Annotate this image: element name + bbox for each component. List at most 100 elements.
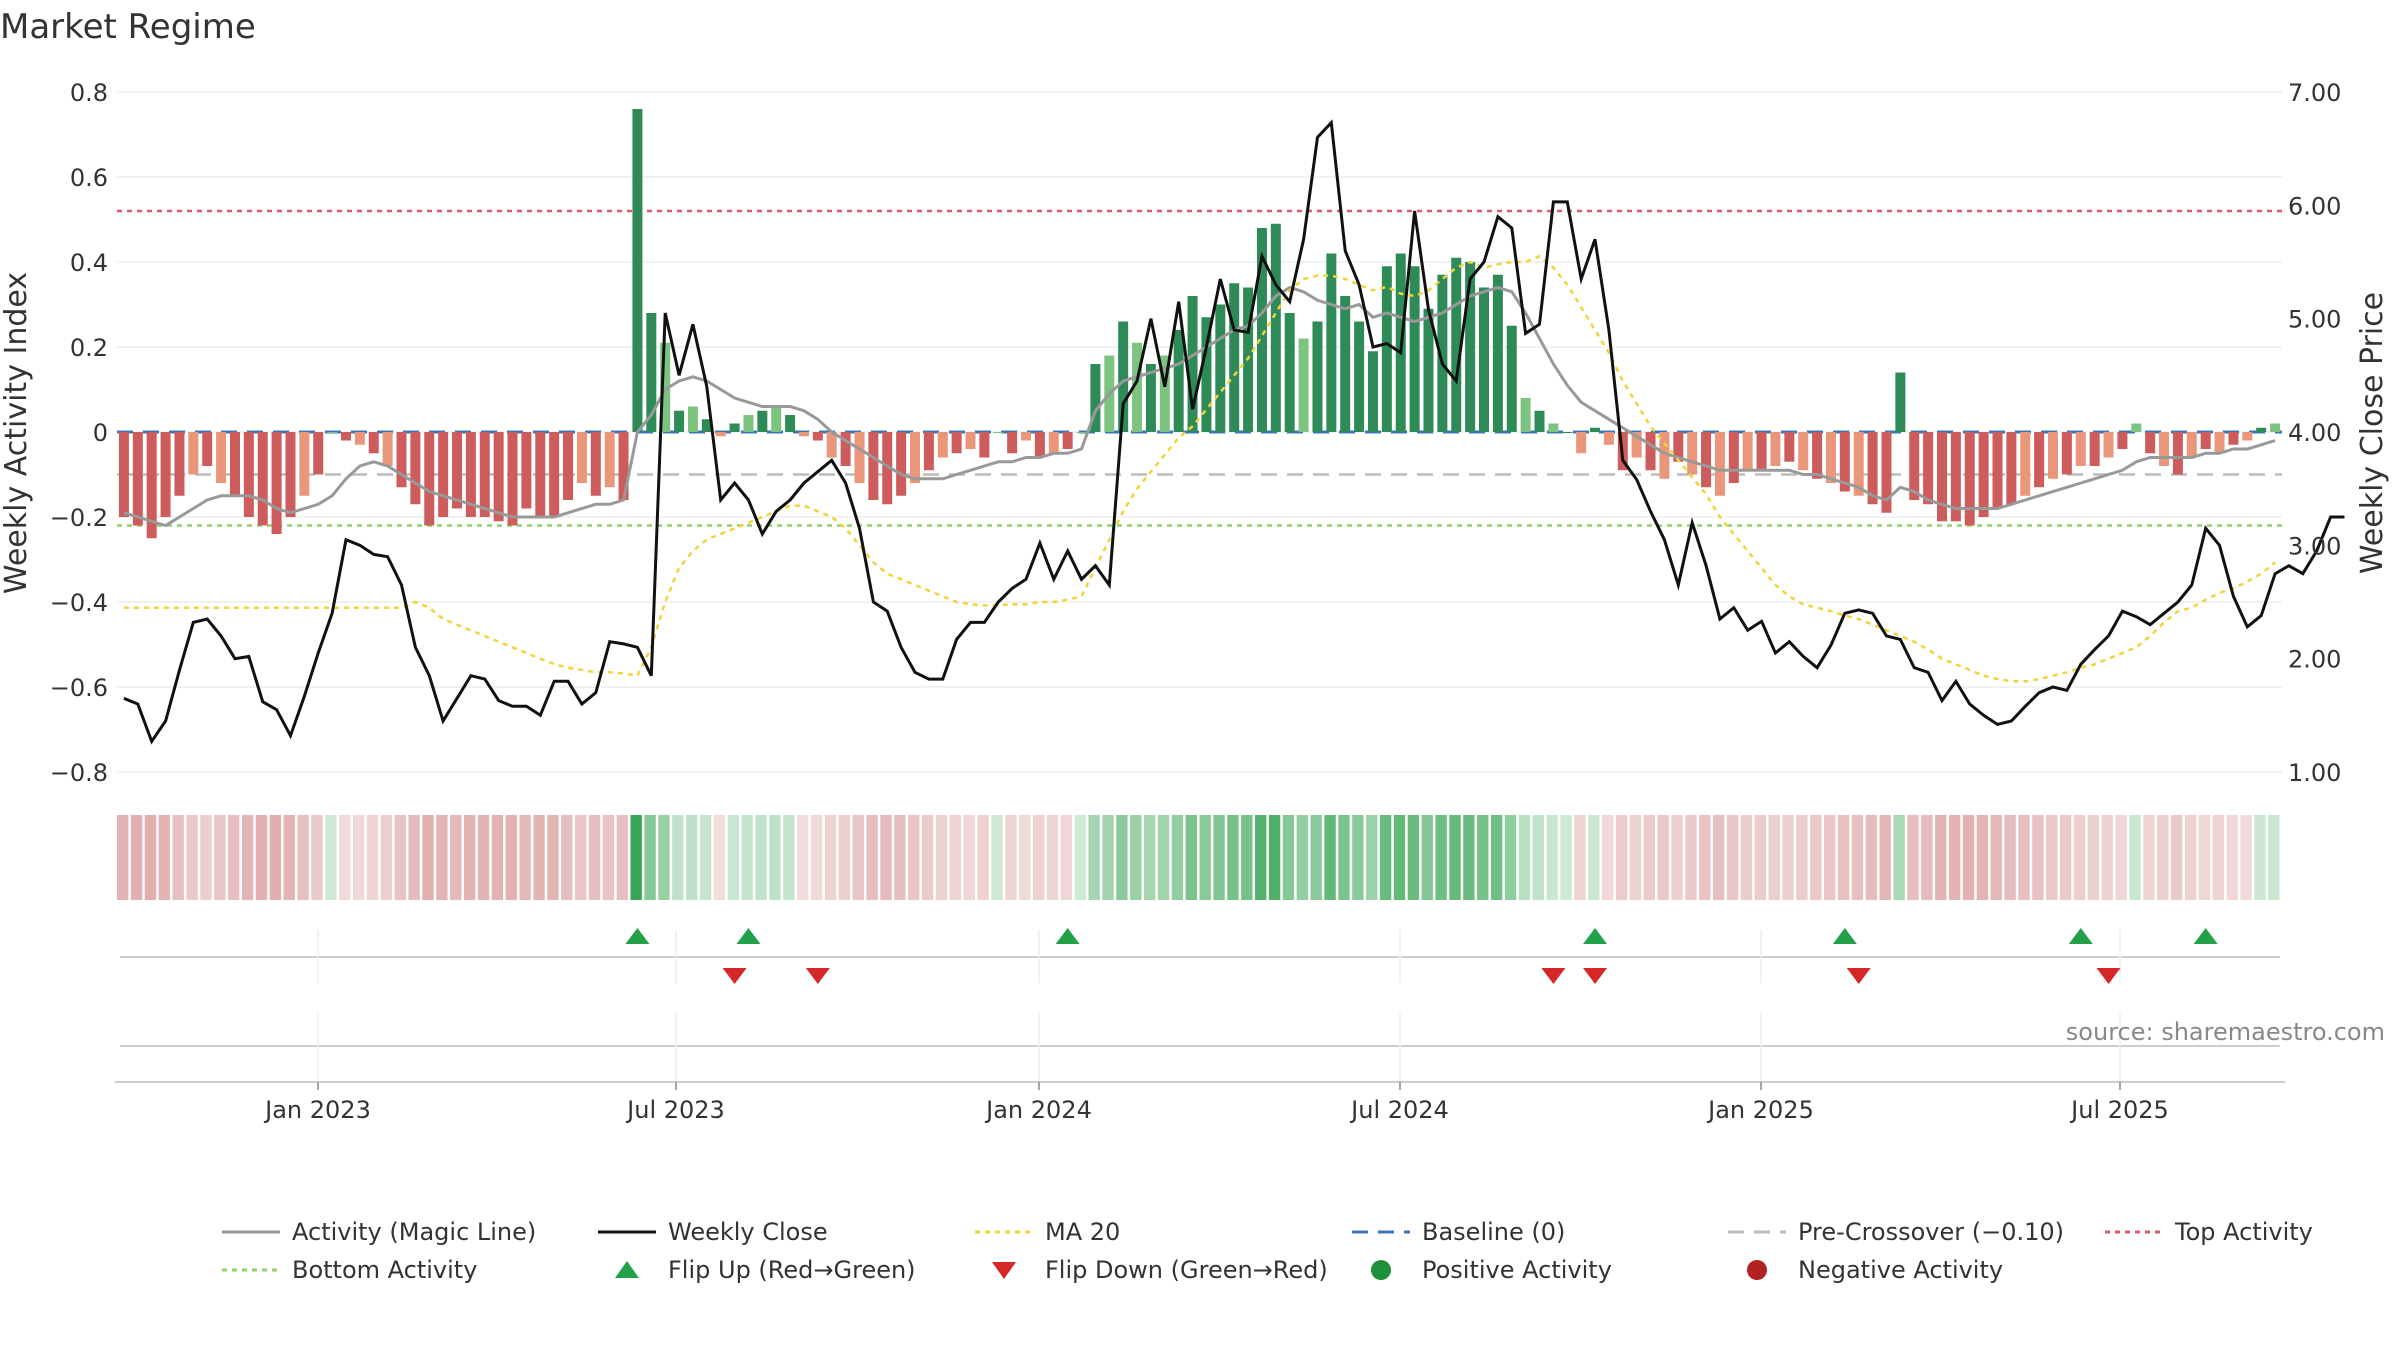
flip-up-marker bbox=[1583, 928, 1608, 944]
legend-swatch bbox=[1747, 1260, 1767, 1280]
left-tick-label: 0.6 bbox=[70, 164, 108, 192]
regime-strip-cell bbox=[214, 815, 226, 900]
activity-bar bbox=[1437, 274, 1448, 432]
regime-strip-cell bbox=[1310, 815, 1322, 900]
regime-strip-cell bbox=[200, 815, 212, 900]
legend-item: MA 20 bbox=[975, 1218, 1120, 1246]
activity-bar bbox=[618, 432, 629, 500]
activity-bar bbox=[1631, 432, 1642, 458]
left-tick-label: 0.4 bbox=[70, 249, 108, 277]
activity-bar bbox=[1451, 257, 1462, 432]
regime-strip-cell bbox=[1921, 815, 1933, 900]
magic-line bbox=[123, 285, 2276, 528]
reference-lines bbox=[117, 209, 2282, 527]
activity-bar bbox=[660, 342, 671, 432]
regime-strip-cell bbox=[1615, 815, 1628, 900]
legend-item: Pre-Crossover (−0.10) bbox=[1728, 1218, 2064, 1246]
activity-bar bbox=[1687, 432, 1698, 475]
regime-strip-cell bbox=[1712, 815, 1725, 900]
regime-strip-cell bbox=[1657, 815, 1669, 900]
regime-strip-cell bbox=[1032, 815, 1045, 900]
activity-bar bbox=[2186, 432, 2197, 458]
legend-label: Negative Activity bbox=[1798, 1256, 2003, 1284]
regime-strip-cell bbox=[2087, 815, 2100, 900]
activity-bar bbox=[1007, 432, 1018, 454]
legend-item: Positive Activity bbox=[1371, 1256, 1612, 1284]
flip-up-marker bbox=[1832, 928, 1857, 944]
activity-bar bbox=[229, 432, 240, 496]
regime-strip-cell bbox=[1324, 815, 1336, 900]
regime-strip-cell bbox=[1643, 815, 1655, 900]
regime-strip-cell bbox=[172, 815, 184, 900]
activity-bar bbox=[160, 432, 171, 517]
activity-bar bbox=[1950, 432, 1961, 522]
regime-strip-cell bbox=[130, 815, 143, 900]
regime-strip-cell bbox=[1477, 815, 1489, 900]
activity-bar bbox=[2034, 432, 2045, 488]
regime-strip-cell bbox=[2240, 815, 2252, 900]
activity-bar bbox=[1021, 432, 1032, 441]
activity-bar bbox=[146, 432, 157, 539]
activity-bar bbox=[1936, 432, 1947, 522]
legend-item: Weekly Close bbox=[598, 1218, 828, 1246]
regime-strip-cell bbox=[2018, 815, 2030, 900]
activity-bar bbox=[674, 410, 685, 432]
source-credit: source: sharemaestro.com bbox=[2066, 1018, 2385, 1046]
regime-strip-cell bbox=[866, 815, 878, 900]
regime-strip-cell bbox=[1629, 815, 1642, 900]
activity-bar bbox=[951, 432, 962, 454]
activity-bar bbox=[174, 432, 185, 496]
flip-up-marker bbox=[736, 928, 761, 944]
activity-bar bbox=[438, 432, 449, 517]
legend-label: Baseline (0) bbox=[1422, 1218, 1565, 1246]
activity-bar bbox=[1506, 325, 1517, 432]
regime-strip-cell bbox=[1005, 815, 1017, 900]
regime-strip bbox=[117, 815, 2280, 900]
activity-bar bbox=[1603, 432, 1614, 445]
activity-bar bbox=[1479, 287, 1489, 432]
regime-strip-cell bbox=[1699, 815, 1711, 900]
activity-bar bbox=[1062, 432, 1073, 449]
activity-bar bbox=[2048, 432, 2059, 479]
regime-strip-cell bbox=[1837, 815, 1850, 900]
regime-strip-cell bbox=[1157, 815, 1170, 900]
regime-strip-cell bbox=[1685, 815, 1697, 900]
activity-bar bbox=[2270, 423, 2281, 432]
activity-bar bbox=[1964, 432, 1975, 526]
activity-bar bbox=[2131, 423, 2142, 432]
regime-strip-cell bbox=[769, 815, 781, 900]
legend-label: Bottom Activity bbox=[292, 1256, 477, 1284]
flip-down-marker bbox=[805, 968, 830, 984]
legend-swatch bbox=[615, 1261, 639, 1278]
ma20-line bbox=[123, 254, 2276, 683]
activity-bar bbox=[687, 406, 698, 432]
activity-bar bbox=[1229, 283, 1240, 432]
activity-bar bbox=[2145, 432, 2156, 454]
regime-strip-cell bbox=[1435, 815, 1447, 900]
activity-bar bbox=[590, 432, 601, 496]
right-tick-label: 2.00 bbox=[2288, 646, 2341, 674]
regime-strip-cell bbox=[1907, 815, 1919, 900]
regime-strip-cell bbox=[2226, 815, 2238, 900]
regime-strip-cell bbox=[602, 815, 615, 900]
regime-strip-cell bbox=[852, 815, 864, 900]
regime-strip-cell bbox=[491, 815, 504, 900]
activity-bar bbox=[1520, 398, 1531, 432]
regime-strip-cell bbox=[1116, 815, 1128, 900]
regime-strip-cell bbox=[1948, 815, 1961, 900]
left-tick-label: −0.2 bbox=[50, 504, 108, 532]
right-axis-label: Weekly Close Price bbox=[2355, 292, 2390, 574]
regime-strip-cell bbox=[2212, 815, 2224, 900]
regime-strip-cell bbox=[991, 815, 1003, 900]
regime-strip-cell bbox=[699, 815, 712, 900]
regime-strip-cell bbox=[949, 815, 962, 900]
activity-bar bbox=[2159, 432, 2170, 466]
activity-bar bbox=[854, 432, 865, 483]
regime-strip-cell bbox=[186, 815, 198, 900]
activity-bar bbox=[1076, 432, 1087, 433]
activity-bar bbox=[410, 432, 421, 505]
activity-bar bbox=[923, 432, 934, 471]
regime-strip-cell bbox=[255, 815, 268, 900]
regime-strip-cell bbox=[1255, 815, 1267, 900]
regime-strip-cell bbox=[1213, 815, 1225, 900]
